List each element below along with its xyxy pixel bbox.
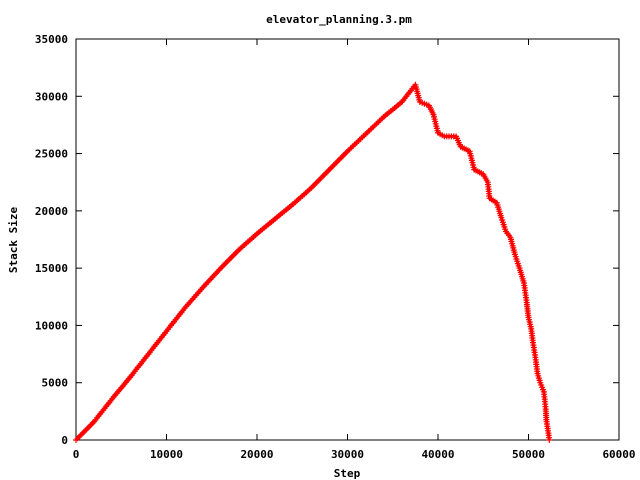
y-axis-label: Stack Size	[7, 207, 20, 274]
x-tick-label: 20000	[240, 448, 273, 461]
y-tick-label: 30000	[35, 90, 68, 103]
x-tick-label: 40000	[421, 448, 454, 461]
data-series	[73, 81, 553, 443]
x-tick-label: 50000	[512, 448, 545, 461]
x-tick-label: 30000	[331, 448, 364, 461]
series-line	[74, 83, 551, 442]
x-tick-label: 60000	[602, 448, 635, 461]
series-markers	[73, 81, 553, 443]
y-tick-label: 20000	[35, 205, 68, 218]
y-tick-label: 10000	[35, 319, 68, 332]
y-tick-label: 35000	[35, 33, 68, 46]
x-axis: 0 10000 20000 30000 40000 50000 60000	[73, 39, 636, 461]
x-tick-label: 0	[73, 448, 80, 461]
y-tick-label: 5000	[42, 377, 69, 390]
y-tick-label: 25000	[35, 148, 68, 161]
y-axis: 0 5000 10000 15000 20000 25000 30000 35000	[35, 33, 619, 447]
x-tick-label: 10000	[150, 448, 183, 461]
y-tick-label: 0	[61, 434, 68, 447]
y-tick-label: 15000	[35, 262, 68, 275]
chart-title: elevator_planning.3.pm	[266, 13, 412, 26]
x-axis-label: Step	[334, 467, 361, 480]
